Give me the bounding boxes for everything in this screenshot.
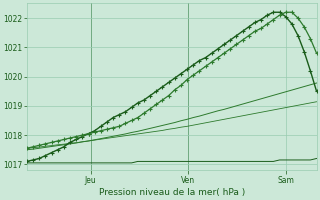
X-axis label: Pression niveau de la mer( hPa ): Pression niveau de la mer( hPa ) — [99, 188, 245, 197]
